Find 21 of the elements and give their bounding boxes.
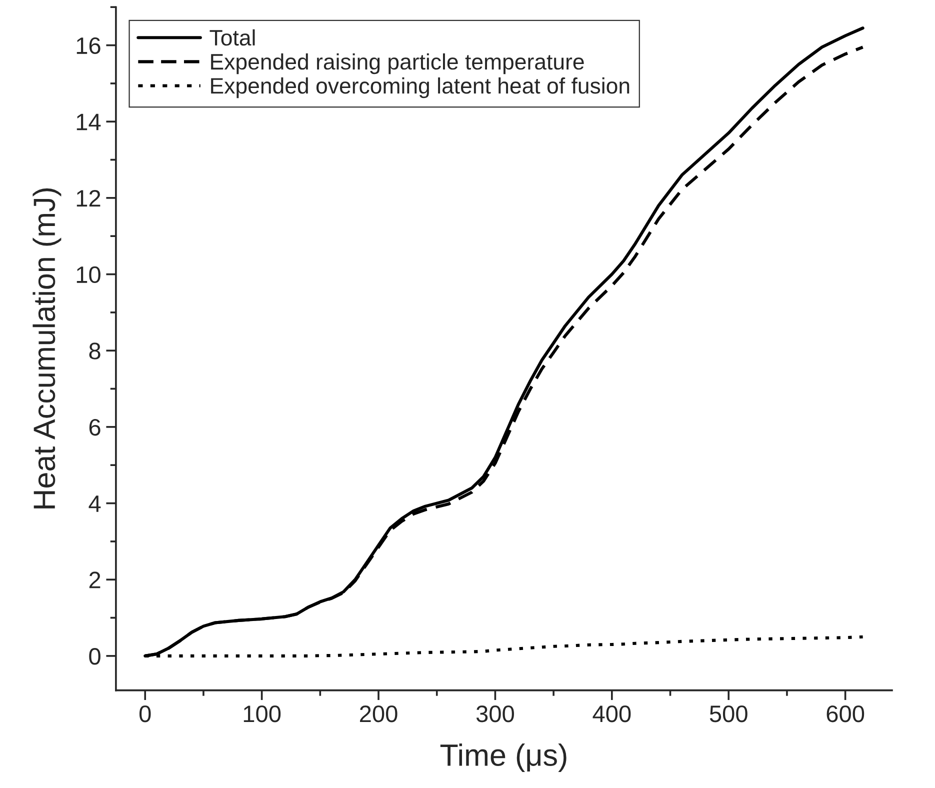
x-tick-label: 200 <box>360 705 398 722</box>
y-tick-label: 12 <box>76 190 100 206</box>
y-tick-label: 2 <box>89 572 100 588</box>
y-tick-label: 8 <box>89 342 100 360</box>
legend-label: Expended raising particle temperature <box>211 53 584 74</box>
y-tick-label: 0 <box>89 648 100 665</box>
x-tick-label: 0 <box>139 705 151 722</box>
y-tick-label: 16 <box>76 37 100 54</box>
x-tick-label: 300 <box>476 705 514 722</box>
x-tick-label: 100 <box>244 705 281 722</box>
legend-label: Total <box>210 29 255 46</box>
y-tick-label: 14 <box>76 114 101 130</box>
x-tick-label: 600 <box>826 705 864 722</box>
legend-label: Expended overcoming latent heat of fusion <box>211 77 630 98</box>
x-axis-title: Time (μs) <box>440 744 566 772</box>
y-axis-title: Heat Accumulation (mJ) <box>32 188 62 508</box>
y-tick-label: 6 <box>89 419 100 436</box>
x-tick-label: 400 <box>592 705 631 722</box>
y-tick-label: 10 <box>76 266 100 284</box>
y-tick-label: 4 <box>88 496 101 512</box>
x-tick-label: 500 <box>710 705 748 722</box>
